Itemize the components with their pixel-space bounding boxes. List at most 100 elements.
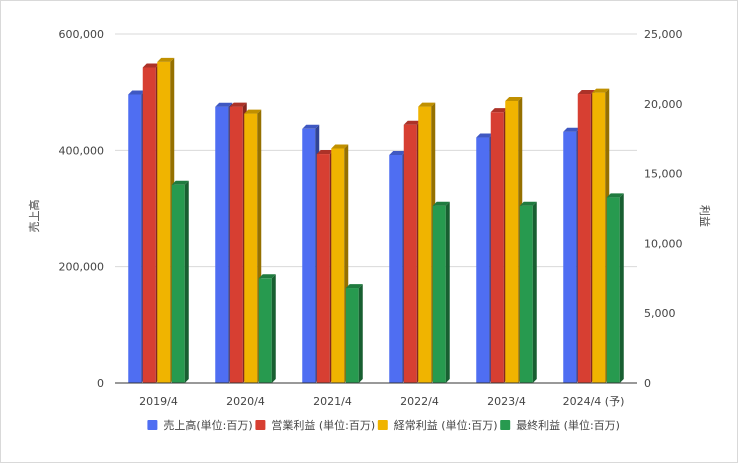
bar-front bbox=[476, 137, 490, 383]
x-tick-label: 2021/4 bbox=[313, 395, 352, 408]
legend: 売上高(単位:百万) 営業利益 (単位:百万) 経常利益 (単位:百万) 最終利益 (… bbox=[147, 418, 620, 432]
bar-0-5 bbox=[563, 127, 581, 383]
gridlines bbox=[115, 33, 637, 268]
y-right-axis-title: 利益 bbox=[698, 205, 712, 227]
bar-0-4 bbox=[476, 133, 494, 383]
bar-front bbox=[519, 205, 533, 383]
bar-front bbox=[418, 106, 432, 383]
bar-front bbox=[331, 148, 345, 383]
bar-1-3 bbox=[403, 120, 421, 384]
bar-front bbox=[606, 197, 620, 383]
bar-3-3 bbox=[432, 201, 450, 383]
bar-top bbox=[258, 274, 276, 279]
bar-top bbox=[229, 102, 247, 107]
bar-top bbox=[592, 88, 610, 93]
bar-front bbox=[215, 106, 229, 383]
y-right-tick-label: 15,000 bbox=[644, 168, 683, 181]
legend-swatch bbox=[147, 420, 158, 430]
bar-front bbox=[142, 67, 156, 383]
bar-3-4 bbox=[519, 201, 537, 383]
bar-1-1 bbox=[229, 102, 247, 383]
bar-1-5 bbox=[577, 90, 595, 383]
legend-swatch bbox=[500, 420, 511, 430]
legend-label: 売上高(単位:百万) bbox=[163, 418, 252, 432]
bar-top bbox=[157, 57, 175, 62]
y-left-axis-title: 売上高 bbox=[27, 200, 41, 233]
bar-top bbox=[577, 90, 595, 95]
y-right-tick-label: 10,000 bbox=[644, 237, 683, 250]
bar-top bbox=[128, 90, 146, 95]
bar-2-3 bbox=[418, 102, 436, 383]
bar-top bbox=[476, 133, 494, 138]
bars bbox=[128, 57, 624, 384]
legend-label: 営業利益 (単位:百万) bbox=[271, 418, 375, 432]
bar-front bbox=[171, 184, 185, 383]
y-right-tick-label: 5,000 bbox=[644, 307, 676, 320]
bar-side bbox=[445, 201, 450, 383]
bar-3-5 bbox=[606, 193, 624, 383]
bar-2-1 bbox=[244, 109, 262, 384]
bar-front bbox=[345, 288, 359, 383]
bar-top bbox=[505, 97, 523, 102]
x-tick-label: 2024/4 (予) bbox=[563, 395, 625, 408]
bar-side bbox=[184, 180, 189, 383]
bar-front bbox=[577, 94, 591, 383]
x-tick-label: 2023/4 bbox=[487, 395, 526, 408]
legend-label: 最終利益 (単位:百万) bbox=[516, 418, 620, 432]
bar-top bbox=[142, 63, 160, 68]
bar-0-3 bbox=[389, 150, 407, 383]
bar-top bbox=[563, 127, 581, 132]
bar-top bbox=[403, 120, 421, 125]
bar-1-0 bbox=[142, 63, 160, 384]
bar-top bbox=[345, 284, 363, 289]
y-left-tick-label: 200,000 bbox=[59, 261, 105, 274]
bar-front bbox=[316, 154, 330, 383]
bar-front bbox=[592, 92, 606, 383]
y-left-tick-label: 0 bbox=[97, 377, 104, 390]
bar-0-0 bbox=[128, 90, 146, 383]
legend-swatch bbox=[377, 420, 388, 430]
bar-top bbox=[606, 193, 624, 198]
bar-front bbox=[258, 278, 272, 383]
bar-top bbox=[490, 108, 508, 113]
bar-top bbox=[331, 144, 349, 149]
x-tick-label: 2020/4 bbox=[226, 395, 265, 408]
bar-side bbox=[619, 193, 624, 383]
bar-side bbox=[358, 284, 363, 383]
bar-top bbox=[389, 150, 407, 155]
bar-0-1 bbox=[215, 102, 233, 383]
bar-2-4 bbox=[505, 97, 523, 384]
bar-front bbox=[389, 154, 403, 383]
bar-top bbox=[244, 109, 262, 114]
y-left-tick-label: 400,000 bbox=[59, 144, 105, 157]
legend-swatch bbox=[255, 420, 266, 430]
bar-side bbox=[532, 201, 537, 383]
bar-front bbox=[563, 131, 577, 383]
bar-front bbox=[490, 112, 504, 384]
legend-label: 経常利益 (単位:百万) bbox=[394, 418, 498, 432]
y-right-tick-label: 25,000 bbox=[644, 28, 683, 41]
bar-2-0 bbox=[157, 57, 175, 384]
bar-3-1 bbox=[258, 274, 276, 383]
bar-3-0 bbox=[171, 180, 189, 383]
bar-top bbox=[316, 150, 334, 155]
bar-front bbox=[432, 205, 446, 383]
bar-top bbox=[432, 201, 450, 206]
bar-side bbox=[271, 274, 276, 383]
bar-top bbox=[302, 124, 320, 129]
y-right-tick-label: 20,000 bbox=[644, 98, 683, 111]
bar-front bbox=[244, 113, 258, 384]
y-left-tick-label: 600,000 bbox=[59, 28, 105, 41]
bar-front bbox=[128, 94, 142, 383]
y-right-tick-label: 0 bbox=[644, 377, 651, 390]
bar-front bbox=[302, 128, 316, 383]
bar-1-2 bbox=[316, 150, 334, 383]
axes: 0 200,000 400,000 600,000 0 5,000 10,000 15,000… bbox=[27, 28, 712, 408]
bar-3-2 bbox=[345, 284, 363, 383]
bar-1-4 bbox=[490, 108, 508, 384]
x-tick-label: 2022/4 bbox=[400, 395, 439, 408]
bar-2-5 bbox=[592, 88, 610, 383]
x-tick-label: 2019/4 bbox=[139, 395, 178, 408]
